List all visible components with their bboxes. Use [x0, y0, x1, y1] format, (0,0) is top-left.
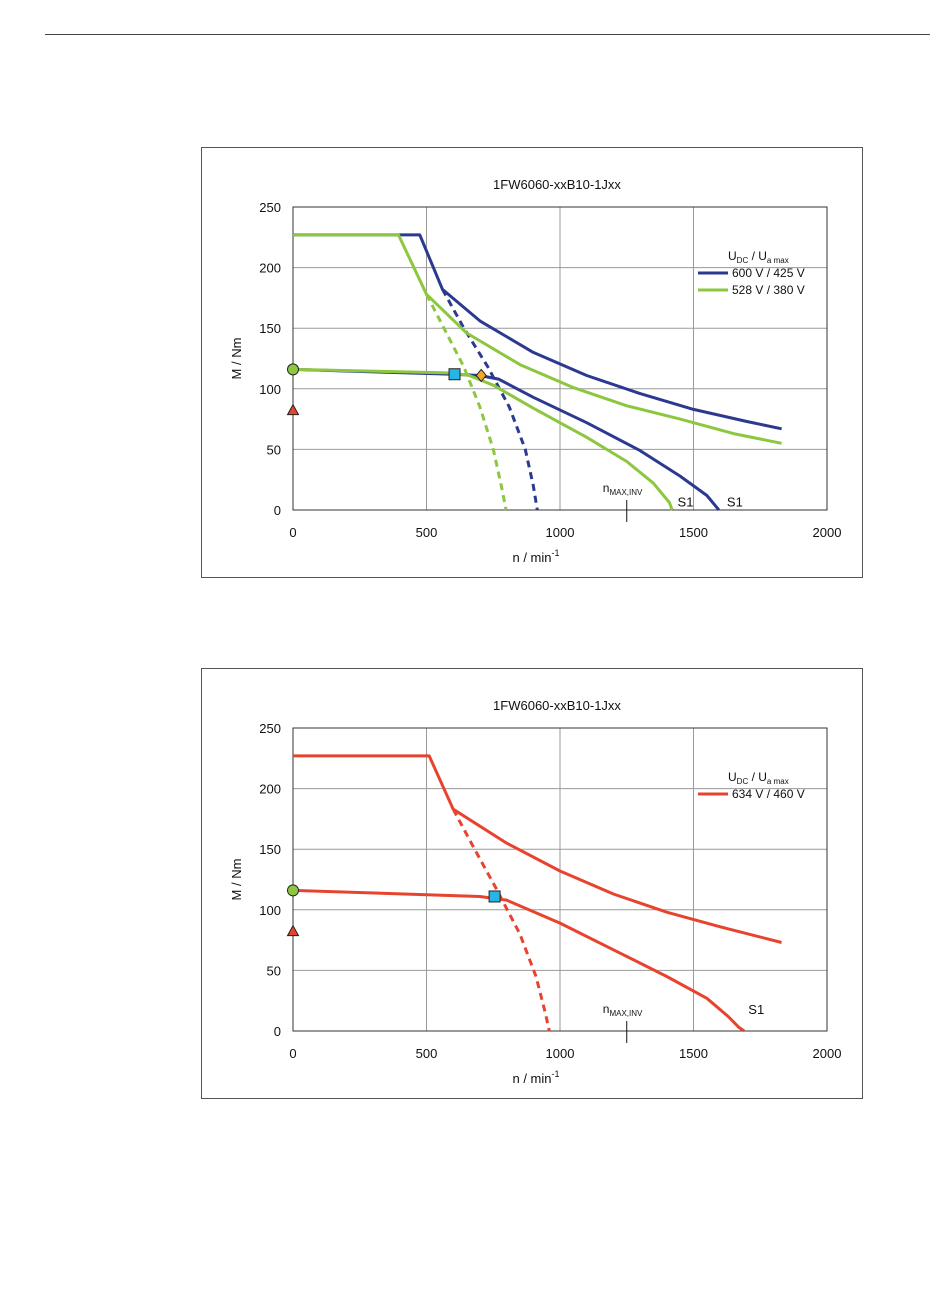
square-marker: [448, 368, 461, 381]
peak-torque-line: [293, 754, 782, 944]
x-tick-label: 1500: [679, 1046, 708, 1061]
legend-title: UDC / Ua max: [728, 770, 789, 786]
y-tick-label: 100: [259, 382, 281, 397]
y-tick-label: 0: [274, 1024, 281, 1039]
chart-panel-2: 1FW6060-xxB10-1Jxx 0 500 1000 1500 2000 0 50 100…: [201, 668, 863, 1099]
s1-label: S1: [678, 494, 694, 509]
peak-torque-line: [293, 233, 782, 431]
triangle-marker: [286, 403, 300, 416]
peak-torque-line: [293, 233, 782, 445]
header-rule: [45, 34, 930, 35]
s1-torque-line: [292, 888, 746, 1033]
series-1: [292, 754, 782, 1033]
y-axis-label: M / Nm: [229, 338, 244, 380]
y-tick-label: 50: [267, 442, 281, 457]
x-tick-label: 500: [416, 1046, 438, 1061]
chart-title: 1FW6060-xxB10-1Jxx: [493, 177, 621, 192]
x-tick-label: 1500: [679, 525, 708, 540]
y-tick-label: 150: [259, 842, 281, 857]
legend-title: UDC / Ua max: [728, 249, 789, 265]
x-tick-label: 500: [416, 525, 438, 540]
circle-marker: [287, 884, 299, 897]
nmax-inv-label: nMAX,INV: [603, 1002, 643, 1018]
s1-torque-line: [292, 367, 721, 511]
y-tick-label: 250: [259, 721, 281, 736]
plot-area: [292, 206, 828, 511]
y-tick-label: 250: [259, 200, 281, 215]
nmax-inv-label: nMAX,INV: [603, 481, 643, 497]
chart-title: 1FW6060-xxB10-1Jxx: [493, 698, 621, 713]
y-tick-label: 50: [267, 963, 281, 978]
x-tick-label: 0: [289, 1046, 296, 1061]
x-axis-label: n / min-1: [512, 1069, 559, 1086]
legend-entry: 600 V / 425 V: [732, 266, 805, 280]
peak-torque-dashed-line: [441, 288, 539, 511]
s1-torque-line: [292, 367, 674, 511]
peak-torque-dashed-line: [451, 808, 551, 1032]
x-tick-label: 1000: [546, 525, 575, 540]
x-tick-label: 0: [289, 525, 296, 540]
series-2: [292, 233, 782, 511]
peak-torque-dashed-line: [425, 293, 508, 511]
x-tick-label: 2000: [813, 1046, 842, 1061]
y-tick-label: 200: [259, 261, 281, 276]
x-tick-label: 2000: [813, 525, 842, 540]
s1-label: S1: [727, 494, 743, 509]
chart-1: 1FW6060-xxB10-1Jxx 0 500 1000 1500 2000 0 50 100…: [229, 177, 842, 565]
y-tick-label: 150: [259, 321, 281, 336]
x-tick-label: 1000: [546, 1046, 575, 1061]
gridlines: [292, 727, 828, 1032]
circle-marker: [287, 363, 299, 376]
gridlines: [292, 206, 828, 511]
chart-2: 1FW6060-xxB10-1Jxx 0 500 1000 1500 2000 0 50 100…: [229, 698, 842, 1086]
y-tick-label: 0: [274, 503, 281, 518]
diamond-marker: [475, 368, 487, 383]
legend-entry: 634 V / 460 V: [732, 787, 805, 801]
plot-area: [292, 727, 828, 1032]
y-tick-label: 100: [259, 903, 281, 918]
triangle-marker: [286, 924, 300, 937]
square-marker: [488, 890, 501, 903]
chart-panel-1: 1FW6060-xxB10-1Jxx 0 500 1000 1500 2000 0 50 100…: [201, 147, 863, 578]
y-tick-label: 200: [259, 782, 281, 797]
x-axis-label: n / min-1: [512, 548, 559, 565]
legend-entry: 528 V / 380 V: [732, 283, 805, 297]
s1-label: S1: [748, 1002, 764, 1017]
y-axis-label: M / Nm: [229, 859, 244, 901]
